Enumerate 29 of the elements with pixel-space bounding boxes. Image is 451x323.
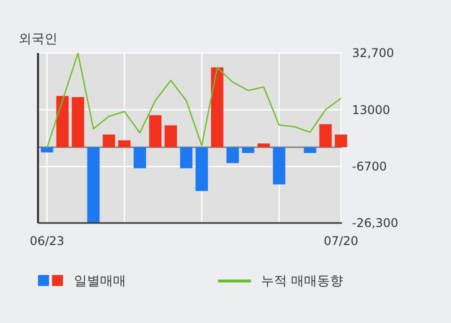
y-tick-label: -6700: [352, 160, 387, 174]
bar: [304, 147, 316, 153]
bar: [40, 147, 54, 152]
bar: [118, 140, 131, 148]
y-tick-label: 13000: [352, 102, 390, 117]
bar: [56, 96, 69, 148]
bar: [87, 147, 100, 222]
line-series: [46, 52, 342, 148]
bar: [242, 147, 254, 153]
bar: [72, 97, 84, 148]
y-tick-label: 32,700: [352, 46, 394, 60]
bar: [211, 67, 224, 148]
bar: [334, 134, 348, 148]
bar: [226, 147, 239, 164]
bar: [134, 147, 146, 168]
x-tick-label: 06/23: [30, 234, 64, 248]
bar: [257, 143, 270, 148]
bar: [180, 147, 192, 168]
bar: [319, 124, 332, 148]
legend-label: 누적 매매동향: [261, 274, 344, 289]
y-tick-label: -26,300: [352, 216, 398, 230]
bar: [196, 147, 208, 192]
bar: [164, 125, 177, 148]
bar: [149, 115, 162, 148]
chart-title: 외국인: [18, 32, 58, 47]
bar: [272, 147, 286, 184]
legend-label: 일별매매: [74, 274, 126, 289]
bar: [102, 134, 116, 148]
x-tick-label: 07/20: [324, 234, 358, 248]
